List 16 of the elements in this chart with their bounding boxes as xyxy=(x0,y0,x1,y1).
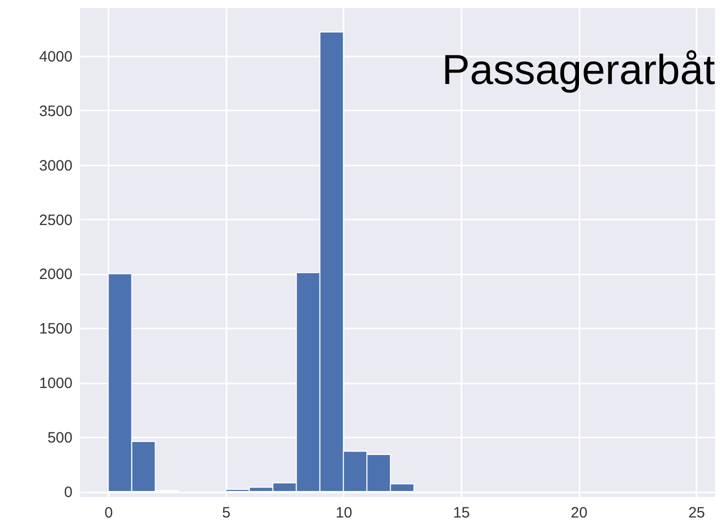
y-tick-label: 2500 xyxy=(39,212,72,229)
x-tick-label: 5 xyxy=(222,504,230,522)
y-tick-label: 2000 xyxy=(39,266,72,284)
x-tick-label: 25 xyxy=(688,504,706,522)
y-tick-label: 1000 xyxy=(39,375,72,392)
x-tick-label: 20 xyxy=(570,504,588,522)
y-tick-label: 500 xyxy=(47,430,72,447)
y-tick-label: 0 xyxy=(64,484,72,502)
x-tick-label: 10 xyxy=(336,504,352,522)
y-tick-label: 3000 xyxy=(39,157,72,174)
y-tick-label: 1500 xyxy=(39,320,72,338)
x-tick-label: 15 xyxy=(453,504,470,522)
x-tick-label: 0 xyxy=(104,504,113,522)
y-tick-label: 3500 xyxy=(39,102,72,120)
text: Passagerarbåt xyxy=(442,46,716,93)
y-tick-label: 4000 xyxy=(39,48,72,66)
